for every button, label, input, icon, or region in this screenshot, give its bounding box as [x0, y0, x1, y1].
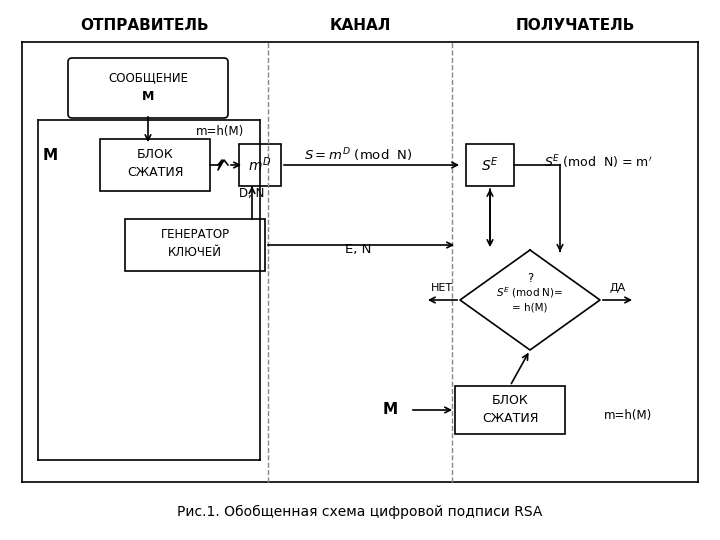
Text: М: М [42, 147, 58, 163]
FancyBboxPatch shape [68, 58, 228, 118]
Text: БЛОК: БЛОК [492, 394, 528, 407]
Text: M: M [142, 90, 154, 103]
Bar [455, 386, 565, 434]
Bar [239, 144, 281, 186]
Text: m=h(M): m=h(M) [604, 408, 652, 422]
Text: m=h(M): m=h(M) [196, 125, 244, 138]
Text: ГЕНЕРАТОР: ГЕНЕРАТОР [161, 228, 230, 241]
Bar [466, 144, 514, 186]
Text: М: М [382, 402, 397, 417]
Bar [125, 219, 265, 271]
Text: ДА: ДА [610, 283, 626, 293]
Text: $S^E$ (mod  N) = m$'$: $S^E$ (mod N) = m$'$ [544, 153, 652, 171]
Text: ПОЛУЧАТЕЛЬ: ПОЛУЧАТЕЛЬ [516, 18, 635, 33]
Text: $m^D$: $m^D$ [248, 156, 271, 174]
Text: КЛЮЧЕЙ: КЛЮЧЕЙ [168, 246, 222, 260]
Text: СЖАТИЯ: СЖАТИЯ [127, 166, 183, 179]
Text: $S^E$ (mod N)=: $S^E$ (mod N)= [496, 286, 564, 300]
Text: E, N: E, N [345, 244, 372, 256]
Text: $S^E$: $S^E$ [481, 156, 499, 174]
Text: D, N: D, N [239, 186, 265, 199]
Text: НЕТ: НЕТ [431, 283, 453, 293]
Text: ?: ? [527, 272, 533, 285]
Bar [100, 139, 210, 191]
Text: БЛОК: БЛОК [137, 148, 174, 161]
Text: КАНАЛ: КАНАЛ [329, 18, 391, 33]
Text: ОТПРАВИТЕЛЬ: ОТПРАВИТЕЛЬ [81, 18, 210, 33]
Polygon shape [460, 250, 600, 350]
Text: СЖАТИЯ: СЖАТИЯ [482, 411, 538, 424]
Text: = h(M): = h(M) [512, 303, 548, 313]
Text: Рис.1. Обобщенная схема цифровой подписи RSA: Рис.1. Обобщенная схема цифровой подписи… [177, 505, 543, 519]
Text: $S = m^D$ (mod  N): $S = m^D$ (mod N) [304, 146, 413, 164]
Text: СООБЩЕНИЕ: СООБЩЕНИЕ [108, 71, 188, 84]
